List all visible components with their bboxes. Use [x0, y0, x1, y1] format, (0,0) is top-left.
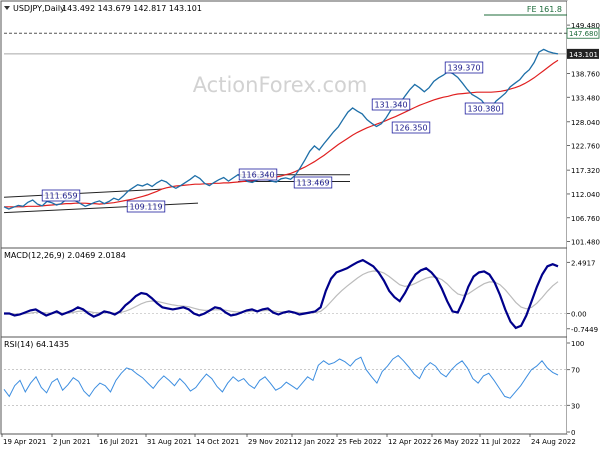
annotation-label: 130.380 — [467, 105, 500, 114]
dropdown-triangle-icon[interactable] — [4, 6, 10, 10]
annotation-label: 116.340 — [241, 171, 274, 180]
x-tick-label: 14 Oct 2021 — [196, 438, 239, 446]
annotation-label: 126.350 — [394, 124, 427, 133]
rsi-tick-label: 30 — [571, 402, 580, 410]
macd-panel-title: MACD(12,26,9) 2.0469 2.0184 — [4, 251, 126, 260]
rsi-tick-label: 0 — [571, 429, 575, 437]
last-price-label: 143.101 — [569, 51, 598, 59]
y-tick-label: 106.760 — [571, 215, 600, 223]
x-tick-label: 11 Jul 2022 — [481, 438, 521, 446]
annotation-box — [126, 200, 166, 213]
y-tick-label: 112.040 — [571, 191, 600, 199]
x-tick-label: 16 Jul 2021 — [99, 438, 139, 446]
annotation-label: 131.340 — [374, 101, 407, 110]
macd-tick-label: 0.00 — [571, 310, 587, 318]
symbol-timeframe: USDJPY,Daily — [13, 4, 65, 13]
macd-tick-label: 2.4917 — [571, 259, 596, 267]
annotation-label: 111.659 — [44, 192, 77, 201]
annotation-box — [238, 168, 278, 181]
annotation-label: 139.370 — [447, 64, 480, 73]
x-tick-label: 29 Nov 2021 — [248, 438, 293, 446]
fe-value-box — [566, 27, 600, 39]
y-tick-label: 122.760 — [571, 143, 600, 151]
annotation-box — [464, 102, 504, 115]
x-tick-label: 12 Apr 2022 — [388, 438, 431, 446]
last-price-box — [567, 48, 599, 59]
rsi-line — [3, 354, 559, 399]
main-panel-frame — [0, 0, 568, 249]
x-tick-label: 31 Aug 2021 — [147, 438, 192, 446]
x-tick-label: 24 Aug 2022 — [531, 438, 576, 446]
y-tick-label: 117.320 — [571, 167, 600, 175]
chart-lines — [3, 14, 567, 406]
annotation-box — [41, 189, 81, 202]
rsi-panel-frame — [0, 336, 568, 435]
x-tick-label: 25 Feb 2022 — [338, 438, 382, 446]
price-line — [3, 48, 559, 210]
axis-ticks: 101.480 106.760 112.040 117.320 122.760 128.0… — [1, 22, 600, 446]
x-tick-label: 12 Jan 2022 — [293, 438, 335, 446]
x-tick-label: 19 Apr 2021 — [3, 438, 46, 446]
right-axis-area — [567, 1, 599, 434]
y-tick-label: 133.480 — [571, 94, 600, 102]
annotation-box — [444, 61, 484, 74]
watermark: ActionForex.com — [193, 73, 368, 97]
rsi-tick-label: 70 — [571, 367, 580, 375]
rsi-tick-label: 100 — [571, 340, 584, 348]
x-tick-label: 26 May 2022 — [433, 438, 479, 446]
annotation-label: 113.469 — [296, 179, 329, 188]
annotation-box — [391, 121, 431, 134]
trendline-upper — [3, 188, 163, 198]
ohlc-values: 143.492 143.679 142.817 143.101 — [62, 4, 202, 13]
trendline-lower — [3, 202, 199, 214]
moving-average-line — [4, 59, 559, 208]
annotation-box — [293, 176, 333, 189]
rsi-panel-title: RSI(14) 64.1435 — [4, 340, 69, 349]
x-tick-label: 2 Jun 2021 — [53, 438, 91, 446]
macd-tick-label: -0.7449 — [571, 326, 598, 334]
fe-value-label: 147.680 — [569, 30, 598, 38]
annotation-label: 109.119 — [129, 203, 162, 212]
y-tick-label: 101.480 — [571, 239, 600, 247]
annotation-labels: 111.659 109.119 116.340 113.469 131.340 126.3… — [41, 61, 504, 213]
macd-panel-frame — [0, 247, 568, 338]
y-tick-label: 138.760 — [571, 70, 600, 78]
macd-line — [4, 258, 559, 330]
y-tick-label: 128.040 — [571, 119, 600, 127]
y-tick-label: 149.480 — [571, 22, 600, 30]
fe-level-label: FE 161.8 — [527, 5, 562, 14]
annotation-box — [371, 98, 411, 111]
